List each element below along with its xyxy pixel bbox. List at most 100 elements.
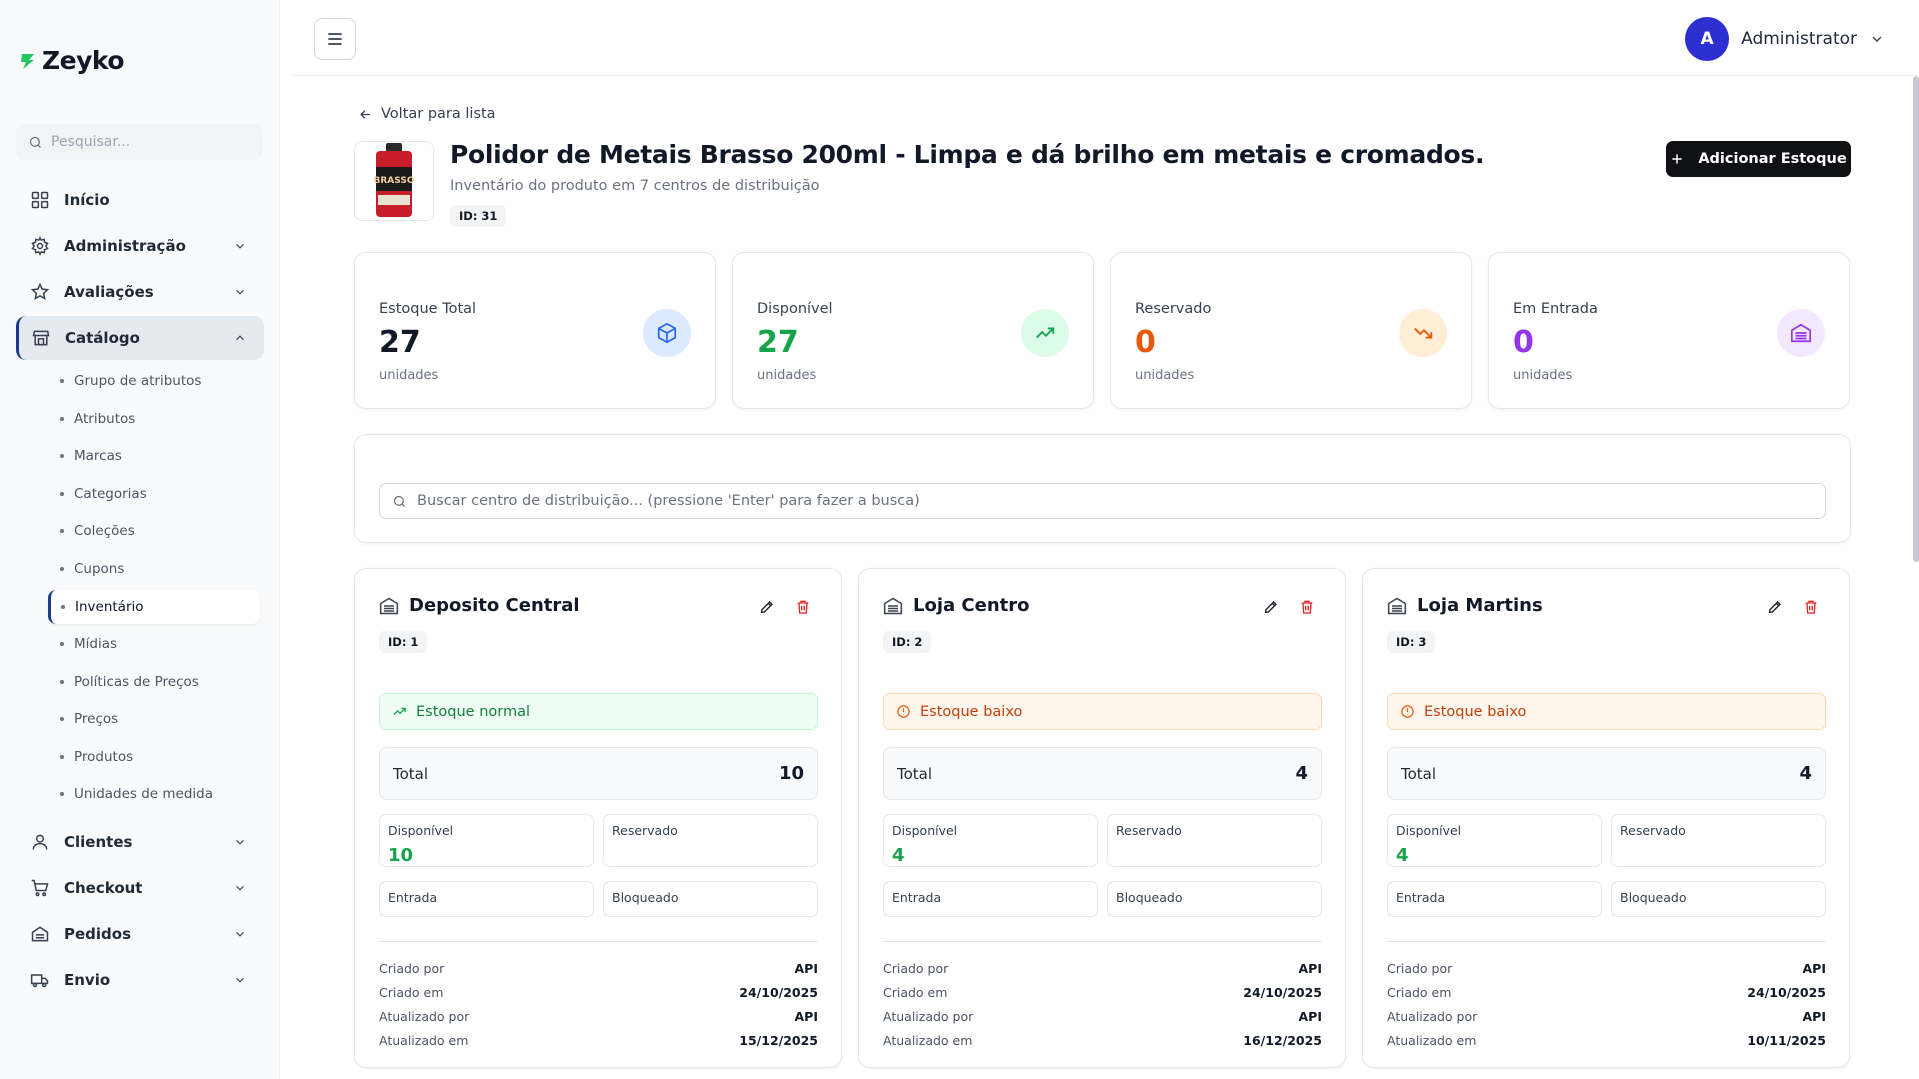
user-icon — [32, 834, 48, 850]
dc-available-label: Disponível — [892, 823, 958, 838]
dc-blocked: Bloqueado — [1107, 881, 1322, 917]
dc-created-by: Criado por API — [883, 961, 1322, 976]
sidebar-subitem-categorias[interactable]: Categorias — [48, 477, 260, 511]
dc-total-value: 4 — [1799, 763, 1812, 784]
menu-toggle-button[interactable] — [314, 18, 356, 60]
sidebar-subitem-politicas-de-precos[interactable]: Políticas de Preços — [48, 665, 260, 699]
edit-pencil-icon[interactable] — [759, 599, 775, 615]
bullet-icon — [61, 605, 65, 609]
trash-icon[interactable] — [1803, 599, 1819, 615]
edit-pencil-icon[interactable] — [1263, 599, 1279, 615]
chevron-down-icon — [230, 927, 250, 941]
meta-value: API — [1802, 1009, 1827, 1024]
edit-pencil-icon[interactable] — [1767, 599, 1783, 615]
stat-value: 27 — [379, 325, 421, 360]
brand-logo[interactable]: Zeyko — [20, 46, 125, 75]
sidebar-subitem-midias[interactable]: Mídias — [48, 627, 260, 661]
trash-icon[interactable] — [1299, 599, 1315, 615]
chevron-down-icon — [1872, 36, 1882, 42]
sidebar-item-checkout[interactable]: Checkout — [16, 866, 264, 910]
sidebar-subitem-inventario[interactable]: Inventário — [48, 590, 260, 624]
dc-status-text: Estoque baixo — [920, 703, 1023, 720]
alert-circle-icon — [897, 705, 910, 718]
bullet-icon — [60, 792, 64, 796]
sidebar-item-clientes[interactable]: Clientes — [16, 820, 264, 864]
divider — [1387, 941, 1826, 942]
sidebar-item-administracao[interactable]: Administração — [16, 224, 264, 268]
sidebar-subitem-marcas[interactable]: Marcas — [48, 439, 260, 473]
sidebar-item-label: Início — [64, 191, 110, 209]
stat-unit: unidades — [379, 368, 439, 383]
sidebar-subitem-colecoes[interactable]: Coleções — [48, 514, 260, 548]
sidebar-item-envio[interactable]: Envio — [16, 958, 264, 1002]
dc-search-placeholder: Buscar centro de distribuição... (pressi… — [417, 493, 920, 509]
sidebar-item-pedidos[interactable]: Pedidos — [16, 912, 264, 956]
chevron-down-icon — [230, 835, 250, 849]
stat-card-estoque-total: Estoque Total 27 unidades — [354, 252, 716, 409]
dc-search-input[interactable]: Buscar centro de distribuição... (pressi… — [379, 483, 1826, 519]
meta-key: Criado por — [1387, 961, 1453, 976]
dc-id-badge: ID: 2 — [883, 631, 932, 653]
warehouse-icon — [1777, 309, 1825, 357]
dc-entry-label: Entrada — [1396, 890, 1446, 905]
sidebar-subitem-atributos[interactable]: Atributos — [48, 402, 260, 436]
sidebar-item-avaliacoes[interactable]: Avaliações — [16, 270, 264, 314]
dc-id-badge: ID: 1 — [379, 631, 428, 653]
sidebar-subitem-grupo-de-atributos[interactable]: Grupo de atributos — [48, 364, 260, 398]
dc-updated-by: Atualizado por API — [379, 1009, 818, 1024]
dc-created-at: Criado em 24/10/2025 — [883, 985, 1322, 1000]
add-stock-button[interactable]: Adicionar Estoque — [1666, 141, 1851, 177]
meta-value: API — [794, 1009, 819, 1024]
meta-value: 10/11/2025 — [1747, 1033, 1826, 1048]
sidebar-item-catalogo[interactable]: Catálogo — [16, 316, 264, 360]
sidebar-item-inicio[interactable]: Início — [16, 178, 264, 222]
sidebar-subitem-precos[interactable]: Preços — [48, 702, 260, 736]
meta-key: Atualizado por — [883, 1009, 974, 1024]
bullet-icon — [60, 680, 64, 684]
sidebar-subitem-label: Mídias — [74, 636, 118, 652]
hamburger-icon — [328, 33, 342, 45]
dc-name: Loja Martins — [1417, 595, 1543, 616]
arrow-left-icon — [360, 109, 370, 119]
sidebar-item-label: Pedidos — [64, 925, 132, 943]
sidebar-subitem-cupons[interactable]: Cupons — [48, 552, 260, 586]
sidebar-item-label: Catálogo — [65, 329, 140, 347]
bullet-icon — [60, 529, 64, 533]
dc-available-label: Disponível — [1396, 823, 1462, 838]
dc-total-value: 10 — [778, 763, 804, 784]
bullet-icon — [60, 642, 64, 646]
dc-status-text: Estoque baixo — [1424, 703, 1527, 720]
trash-icon[interactable] — [795, 599, 811, 615]
user-menu[interactable]: A Administrator — [1685, 17, 1885, 61]
back-to-list-link[interactable]: Voltar para lista — [358, 106, 496, 122]
meta-value: 24/10/2025 — [1243, 985, 1322, 1000]
divider — [379, 941, 818, 942]
dc-updated-by: Atualizado por API — [1387, 1009, 1826, 1024]
dc-updated-at: Atualizado em 10/11/2025 — [1387, 1033, 1826, 1048]
sidebar-subitem-label: Produtos — [74, 749, 134, 765]
warehouse-icon — [883, 597, 903, 614]
product-id-badge: ID: 31 — [450, 205, 507, 227]
sidebar-search-input[interactable]: Pesquisar... — [16, 124, 262, 160]
stat-value: 0 — [1135, 325, 1156, 360]
dc-reserved-label: Reservado — [1620, 823, 1686, 838]
dc-reserved: Reservado — [1107, 814, 1322, 867]
meta-key: Criado em — [883, 985, 948, 1000]
stat-value: 27 — [757, 325, 799, 360]
bullet-icon — [60, 717, 64, 721]
dc-reserved: Reservado — [1611, 814, 1826, 867]
dc-id-badge: ID: 3 — [1387, 631, 1436, 653]
dc-blocked-label: Bloqueado — [1116, 890, 1183, 905]
dc-status-badge: Estoque baixo — [883, 693, 1322, 730]
warehouse-icon — [379, 597, 399, 614]
stat-label: Reservado — [1135, 301, 1212, 317]
brand-name: Zeyko — [42, 46, 125, 75]
sidebar-subitem-unidades-de-medida[interactable]: Unidades de medida — [48, 777, 260, 811]
alert-circle-icon — [1401, 705, 1414, 718]
sidebar-subitem-label: Marcas — [74, 448, 122, 464]
meta-key: Criado em — [1387, 985, 1452, 1000]
sidebar-subitem-produtos[interactable]: Produtos — [48, 740, 260, 774]
trending-up-icon — [1021, 309, 1069, 357]
dc-total: Total 10 — [379, 747, 818, 800]
page-scrollbar[interactable] — [1913, 76, 1919, 562]
